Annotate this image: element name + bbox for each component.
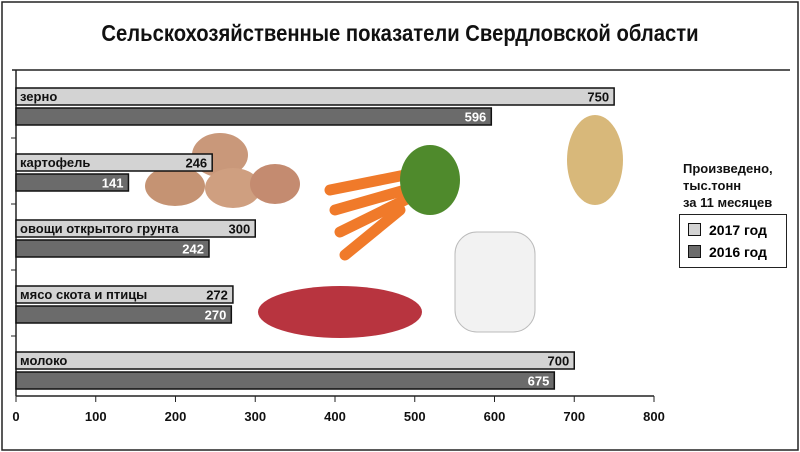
bar-value-label: 272 <box>206 288 228 303</box>
bar-value-label: 270 <box>205 308 227 323</box>
legend-item-2016: 2016 год <box>688 244 767 260</box>
bar-value-label: 675 <box>528 374 550 389</box>
legend-label: 2016 год <box>709 244 767 260</box>
x-tick-label: 700 <box>563 409 585 424</box>
legend-swatch <box>688 245 701 258</box>
bar-value-label: 700 <box>548 354 570 369</box>
bar-2017 <box>15 351 575 370</box>
bar-value-label: 246 <box>185 156 207 171</box>
potato-image <box>145 166 205 206</box>
legend: 2017 год 2016 год <box>679 214 787 268</box>
x-tick-label: 800 <box>643 409 665 424</box>
legend-label: 2017 год <box>709 222 767 238</box>
bar-value-label: 596 <box>465 110 487 125</box>
x-tick-label: 0 <box>12 409 19 424</box>
category-label: картофель <box>20 155 90 170</box>
legend-title-line: тыс.тонн <box>683 178 742 193</box>
x-tick-label: 200 <box>165 409 187 424</box>
meat-image <box>258 286 422 338</box>
legend-swatch <box>688 223 701 236</box>
category-label: овощи открытого грунта <box>20 221 179 236</box>
x-tick-label: 500 <box>404 409 426 424</box>
category-label: молоко <box>20 353 67 368</box>
bar-value-label: 750 <box>587 90 609 105</box>
bar-2016 <box>15 173 130 192</box>
bar-2016 <box>15 305 233 324</box>
legend-title-line: Произведено, <box>683 161 773 176</box>
category-label: зерно <box>20 89 57 104</box>
bar-2016 <box>15 239 210 258</box>
potato-image <box>205 168 261 208</box>
chart-title: Сельскохозяйственные показатели Свердлов… <box>101 20 699 46</box>
x-tick-label: 600 <box>484 409 506 424</box>
wheat-image <box>567 115 623 205</box>
legend-title: Произведено, тыс.тонн за 11 месяцев <box>683 160 793 211</box>
bar-2017 <box>15 219 256 238</box>
bar-value-label: 242 <box>182 242 204 257</box>
bar-2016 <box>15 371 556 390</box>
x-tick-label: 100 <box>85 409 107 424</box>
bar-2016 <box>15 107 493 126</box>
carrot-image <box>334 194 411 238</box>
carrot-image <box>329 184 411 216</box>
bar-2017 <box>15 153 213 172</box>
x-tick-label: 400 <box>324 409 346 424</box>
category-label: мясо скота и птицы <box>20 287 147 302</box>
legend-title-line: за 11 месяцев <box>683 195 773 210</box>
bar-2017 <box>15 87 615 106</box>
bar-value-label: 141 <box>102 176 124 191</box>
carrot-greens-image <box>400 145 460 215</box>
milk-jug-image <box>454 231 536 333</box>
bar-2017 <box>15 285 234 304</box>
legend-item-2017: 2017 год <box>688 222 767 238</box>
x-tick-label: 300 <box>244 409 266 424</box>
carrot-image <box>339 204 406 261</box>
potato-image <box>250 164 300 204</box>
bar-value-label: 300 <box>229 222 251 237</box>
